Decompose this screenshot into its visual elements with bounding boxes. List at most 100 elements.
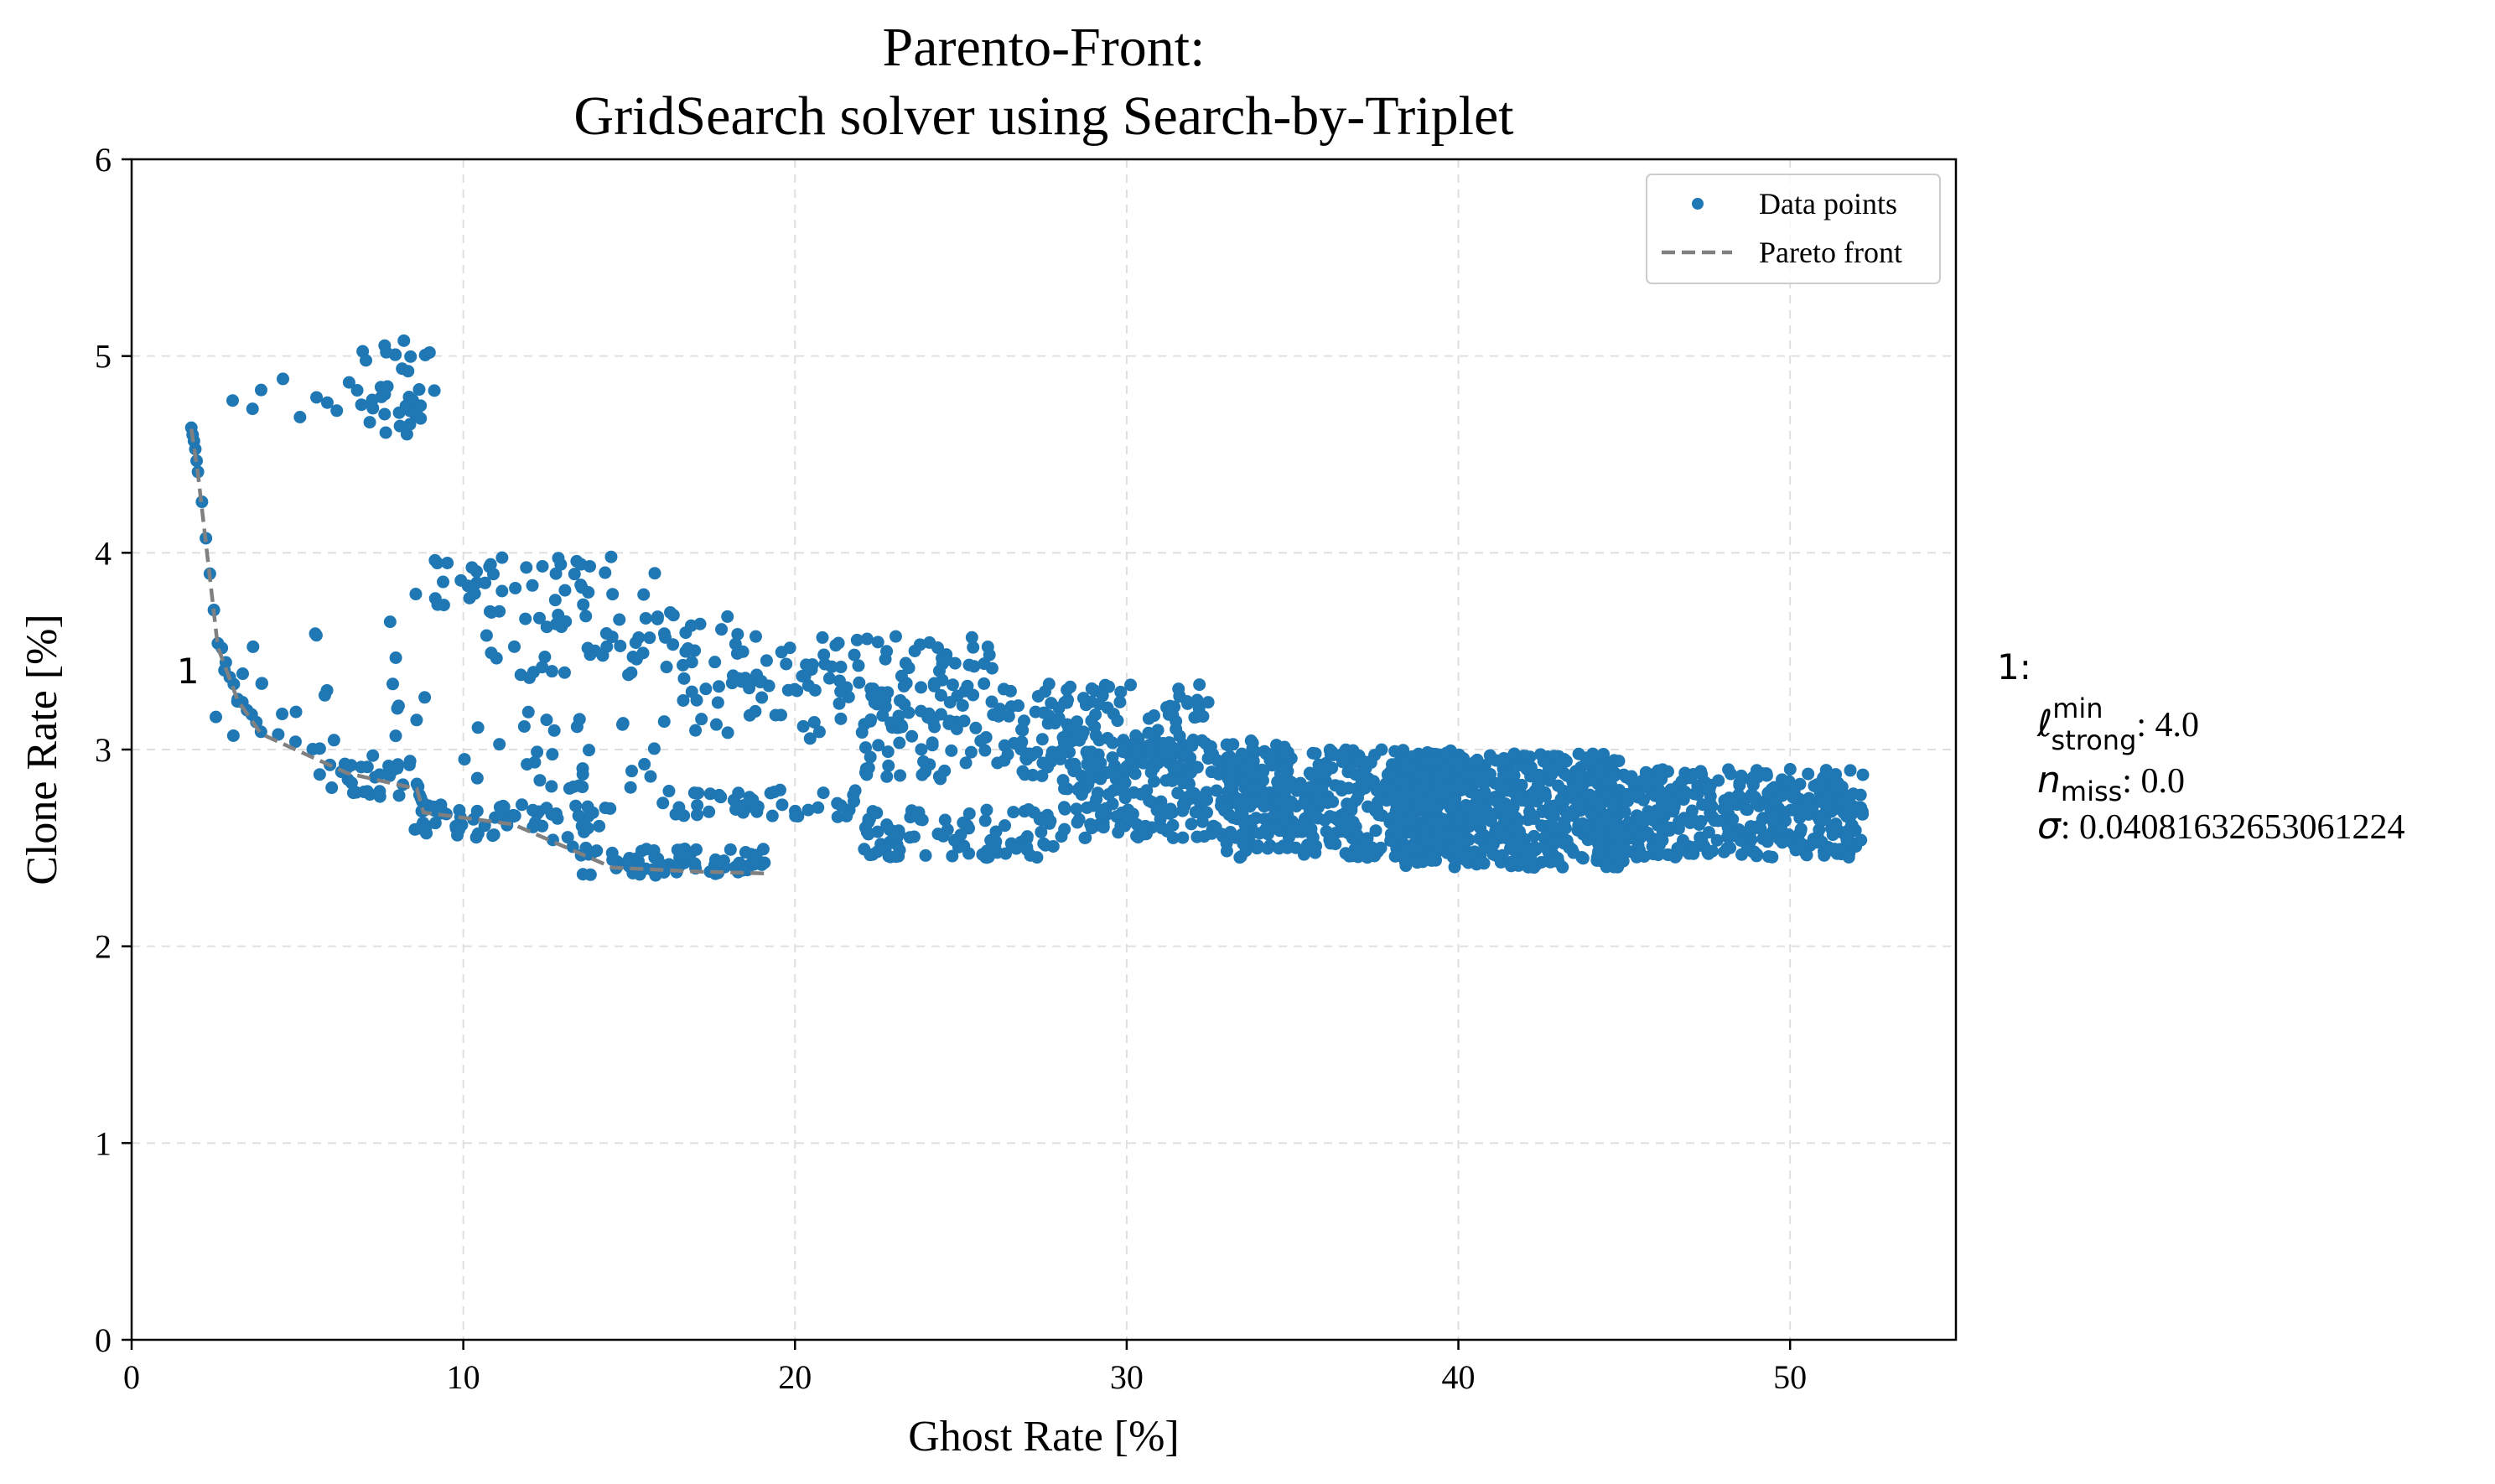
data-point [978, 677, 991, 690]
data-point [1283, 840, 1296, 854]
data-point [1370, 784, 1383, 797]
data-point [1520, 762, 1533, 776]
data-point [1614, 833, 1627, 846]
side-annotation-title: 1: [1997, 646, 2031, 688]
data-point [1612, 755, 1626, 768]
data-point [414, 399, 428, 413]
data-point [1683, 847, 1696, 860]
data-point [765, 809, 779, 822]
data-point [1078, 831, 1092, 844]
data-point [907, 830, 921, 843]
data-point [276, 708, 289, 721]
data-point [1685, 804, 1699, 817]
data-point [1733, 776, 1746, 790]
data-point [396, 362, 409, 376]
data-point [379, 426, 392, 439]
data-point [1840, 833, 1854, 847]
data-point [834, 661, 848, 674]
data-point [956, 698, 969, 712]
data-point [552, 552, 565, 565]
data-point [479, 576, 492, 589]
data-point [881, 745, 895, 759]
data-point [1190, 693, 1204, 707]
data-point [1751, 771, 1765, 784]
data-point [622, 859, 635, 873]
data-point [604, 802, 617, 815]
data-point [726, 669, 739, 682]
data-point [582, 810, 595, 823]
data-point [313, 768, 326, 781]
data-point [409, 588, 423, 601]
data-point [1416, 777, 1429, 791]
data-point [1421, 756, 1434, 770]
front-label: 1 [177, 651, 200, 692]
data-point [1058, 802, 1071, 816]
data-point [731, 627, 744, 641]
data-point [1261, 842, 1274, 855]
data-point [441, 556, 454, 569]
data-point [957, 816, 970, 829]
data-point [768, 786, 781, 799]
data-point [236, 667, 249, 681]
data-point [703, 805, 716, 818]
data-point [1829, 768, 1843, 781]
data-point [860, 768, 874, 781]
data-point [1766, 850, 1779, 864]
data-point [1197, 830, 1211, 843]
data-point [946, 849, 959, 863]
data-point [1702, 826, 1715, 839]
data-point [895, 719, 908, 732]
data-point [361, 785, 374, 798]
data-point [834, 685, 848, 698]
data-point [703, 865, 717, 879]
data-point [684, 619, 698, 632]
data-point [1320, 756, 1333, 770]
data-point [1650, 804, 1663, 817]
data-point [1413, 842, 1427, 855]
data-point [807, 715, 821, 729]
data-point [1155, 822, 1169, 835]
data-point [325, 781, 339, 795]
data-point [1220, 801, 1233, 814]
data-point [893, 736, 906, 750]
data-point [1609, 805, 1622, 818]
data-point [428, 384, 441, 397]
data-point [1452, 812, 1465, 825]
data-point [997, 682, 1010, 696]
data-point [599, 627, 613, 641]
data-point [404, 350, 418, 363]
data-point [1071, 816, 1084, 829]
data-point [1411, 803, 1424, 817]
y-tick-label: 1 [95, 1124, 112, 1162]
data-point [1506, 750, 1519, 763]
data-point [1608, 845, 1621, 859]
data-point [463, 591, 476, 604]
data-point [1303, 803, 1316, 817]
data-point [736, 799, 750, 812]
data-point [1222, 783, 1236, 796]
data-point [919, 765, 932, 778]
data-point [1546, 836, 1559, 849]
data-point [978, 657, 991, 671]
data-point [350, 786, 363, 799]
chart-title-line1: Parento-Front: [883, 17, 1206, 78]
data-point [1144, 765, 1158, 779]
data-point [1652, 838, 1666, 852]
data-point [309, 629, 323, 642]
data-point [721, 726, 734, 739]
data-point [483, 560, 496, 573]
data-point [1509, 838, 1522, 852]
data-point [1061, 718, 1074, 731]
data-points [184, 334, 1870, 882]
data-point [1139, 828, 1152, 841]
data-point [1754, 822, 1767, 835]
data-point [1476, 801, 1489, 814]
x-tick-label: 40 [1442, 1358, 1476, 1396]
data-point [880, 645, 894, 658]
data-point [934, 688, 947, 702]
data-point [1724, 767, 1737, 781]
data-point [1794, 801, 1808, 814]
data-point [1462, 833, 1476, 847]
data-point [402, 391, 416, 404]
data-point [561, 831, 574, 844]
